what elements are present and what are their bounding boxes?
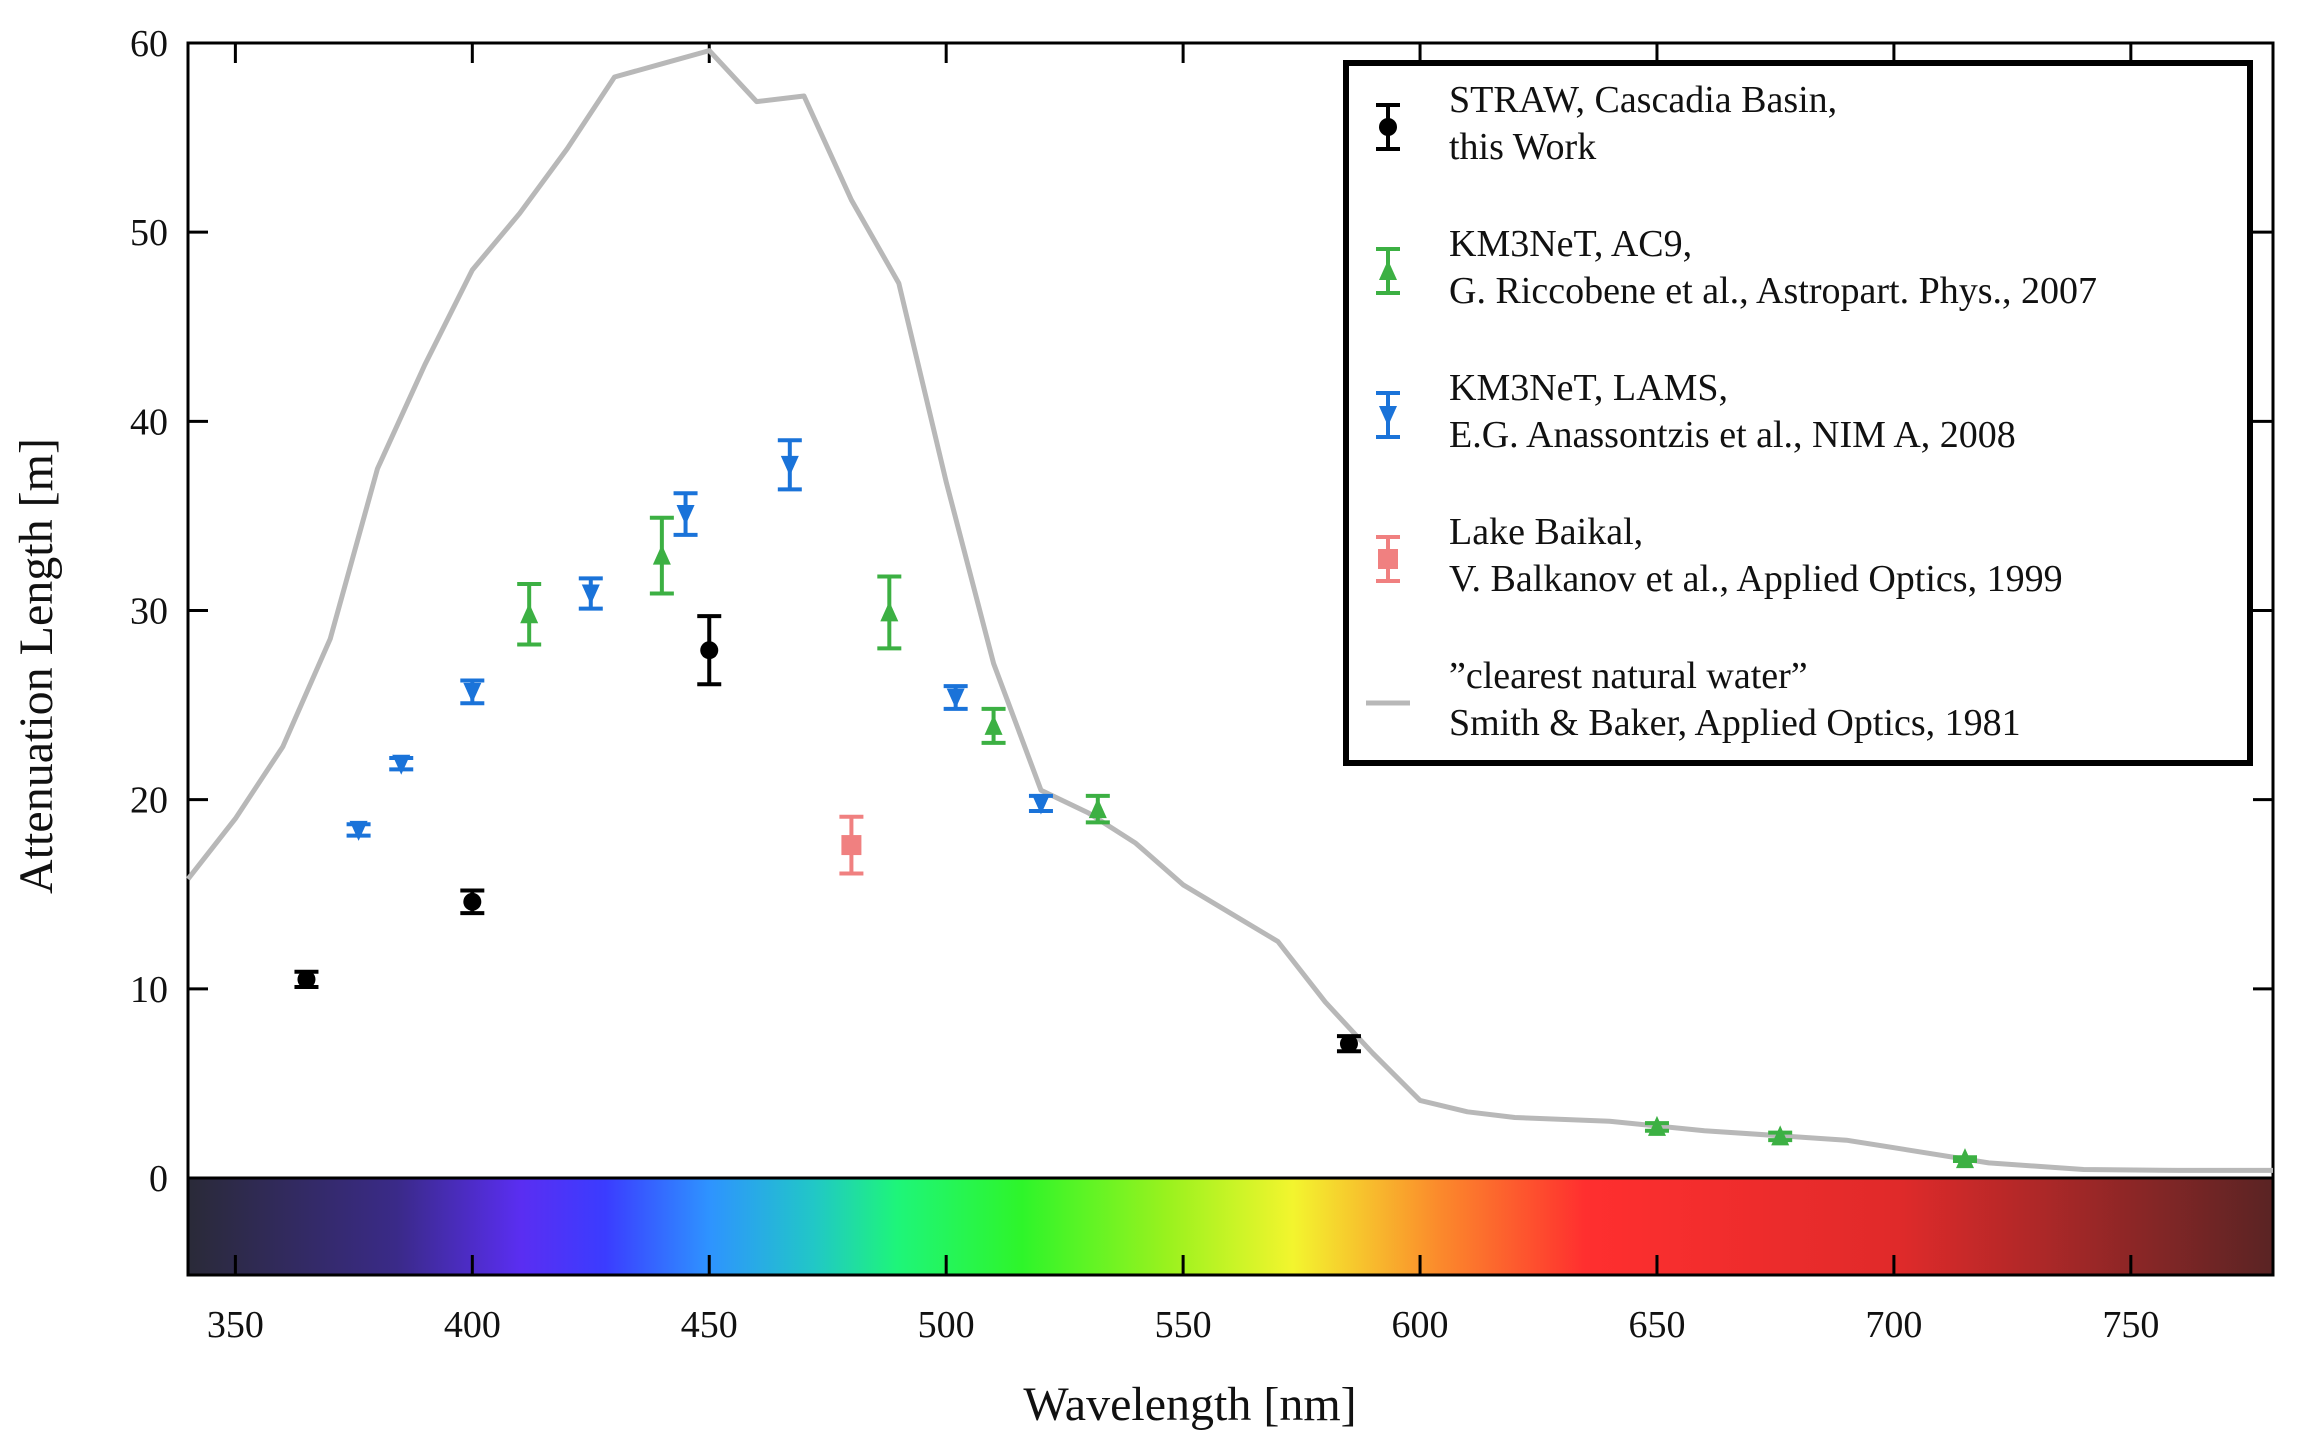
- spectrum-bar: [188, 1178, 2273, 1275]
- x-tick-label: 550: [1155, 1304, 1212, 1346]
- data-point: [520, 603, 539, 624]
- legend-marker: [1379, 406, 1397, 426]
- y-tick-label: 40: [130, 401, 168, 443]
- y-tick-label: 20: [130, 780, 168, 822]
- legend: STRAW, Cascadia Basin, this Work KM3NeT, A…: [1343, 60, 2253, 766]
- data-point: [652, 544, 671, 565]
- data-point: [700, 641, 719, 660]
- legend-entry-text: this Work: [1449, 126, 1596, 168]
- legend-entry-text: ”clearest natural water”: [1449, 655, 1808, 697]
- legend-entry-text: KM3NeT, AC9,: [1449, 223, 1692, 265]
- data-point: [349, 820, 368, 841]
- x-tick-label: 750: [2102, 1304, 2159, 1346]
- series-1: [517, 515, 1977, 1169]
- data-point: [946, 688, 965, 709]
- legend-entry-text: Smith & Baker, Applied Optics, 1981: [1449, 702, 2021, 744]
- x-tick-label: 650: [1628, 1304, 1685, 1346]
- x-tick-label: 400: [444, 1304, 501, 1346]
- data-point: [841, 835, 862, 856]
- x-axis-label: Wavelength [nm]: [1023, 1378, 1356, 1431]
- legend-entry-text: STRAW, Cascadia Basin,: [1449, 79, 1837, 121]
- data-point: [780, 455, 799, 476]
- data-point: [1088, 798, 1107, 819]
- x-tick-label: 600: [1392, 1304, 1449, 1346]
- data-point: [463, 892, 482, 911]
- legend-entry-text: E.G. Anassontzis et al., NIM A, 2008: [1449, 414, 2016, 456]
- y-tick-label: 50: [130, 212, 168, 254]
- y-tick-label: 10: [130, 969, 168, 1011]
- data-point: [1339, 1034, 1358, 1053]
- y-axis-label: Attenuation Length [m]: [10, 438, 63, 894]
- data-point: [1647, 1115, 1666, 1136]
- y-tick-label: 30: [130, 591, 168, 633]
- data-point: [880, 601, 899, 622]
- legend-box: [1343, 60, 2253, 766]
- legend-entry-text: KM3NeT, LAMS,: [1449, 367, 1728, 409]
- x-tick-label: 500: [918, 1304, 975, 1346]
- legend-marker: [1378, 549, 1398, 569]
- legend-entry-text: V. Balkanov et al., Applied Optics, 1999: [1449, 558, 2063, 600]
- clearest-water-curve: [186, 48, 2273, 1173]
- data-point: [581, 584, 600, 605]
- x-tick-label: 450: [681, 1304, 738, 1346]
- data-point: [1031, 794, 1050, 815]
- y-tick-label: 0: [149, 1158, 168, 1200]
- series-0: [294, 614, 1361, 1054]
- data-point: [1955, 1148, 1974, 1169]
- series-2: [346, 438, 1053, 841]
- data-point: [1771, 1125, 1790, 1146]
- series-3: [839, 814, 864, 876]
- legend-marker: [1379, 260, 1397, 280]
- data-point: [463, 682, 482, 703]
- plot-frame: [186, 41, 2275, 1277]
- legend-entry-text: Lake Baikal,: [1449, 511, 1643, 553]
- data-point: [676, 505, 695, 526]
- y-tick-label: 60: [130, 23, 168, 65]
- data-point: [984, 714, 1003, 735]
- data-point: [392, 754, 411, 775]
- legend-entry-text: G. Riccobene et al., Astropart. Phys., 2…: [1449, 270, 2097, 312]
- x-tick-label: 350: [207, 1304, 264, 1346]
- legend-marker: [1379, 118, 1397, 136]
- x-tick-label: 700: [1865, 1304, 1922, 1346]
- data-point: [297, 970, 316, 989]
